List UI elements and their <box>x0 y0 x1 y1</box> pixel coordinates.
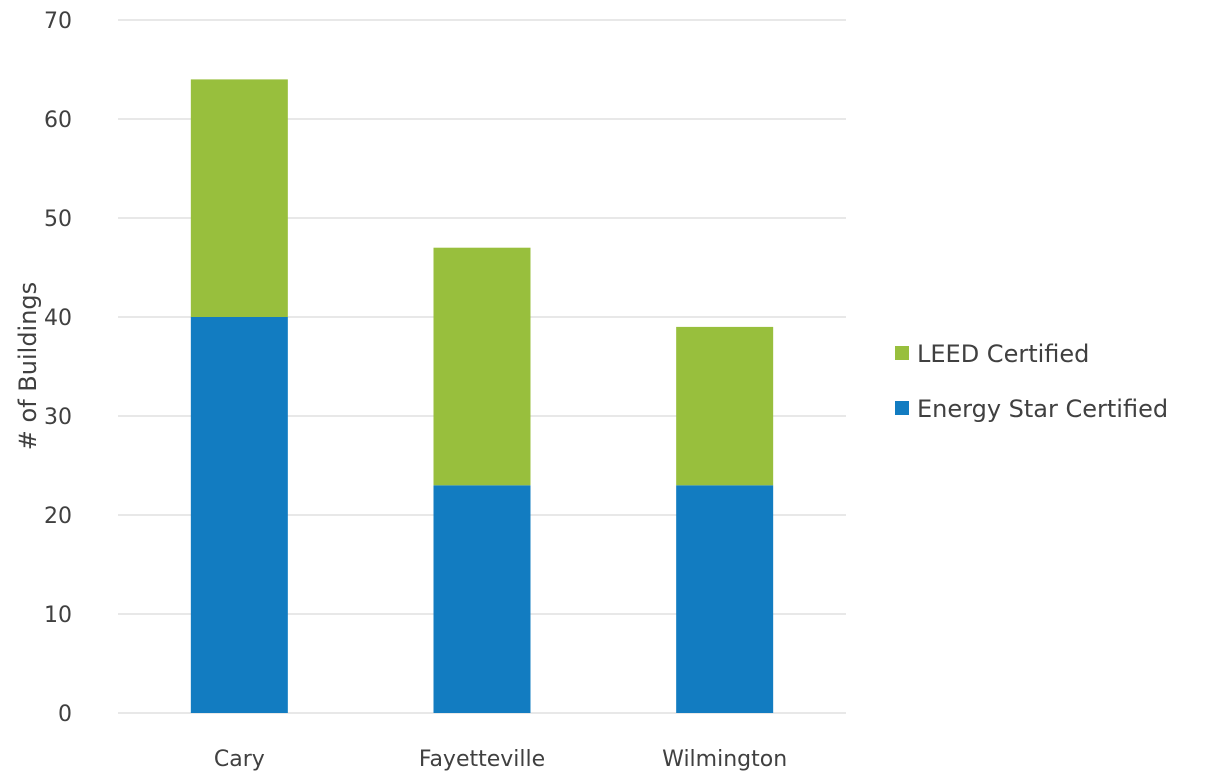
legend: LEED Certified Energy Star Certified <box>895 340 1168 423</box>
y-tick-label: 70 <box>44 9 72 34</box>
bar-energy-star-certified-fayetteville <box>433 485 531 713</box>
bar-energy-star-certified-cary <box>190 317 288 713</box>
x-tick-label: Cary <box>214 747 265 772</box>
legend-label: LEED Certified <box>917 340 1089 368</box>
y-axis-ticks: 0 10 20 30 40 50 60 70 <box>44 9 72 727</box>
x-tick-label: Wilmington <box>662 747 787 772</box>
legend-swatch-leed-certified <box>895 346 909 360</box>
y-tick-label: 20 <box>44 504 72 529</box>
y-tick-label: 10 <box>44 603 72 628</box>
y-tick-label: 0 <box>58 702 72 727</box>
bar-leed-certified-wilmington <box>676 326 774 486</box>
x-axis-ticks: Cary Fayetteville Wilmington <box>214 747 787 772</box>
y-tick-label: 40 <box>44 306 72 331</box>
bar-energy-star-certified-wilmington <box>676 485 774 713</box>
legend-label: Energy Star Certified <box>917 395 1168 423</box>
bars <box>190 79 774 713</box>
bar-leed-certified-fayetteville <box>433 247 531 486</box>
y-tick-label: 60 <box>44 108 72 133</box>
y-tick-label: 30 <box>44 405 72 430</box>
legend-swatch-energy-star-certified <box>895 401 909 415</box>
x-tick-label: Fayetteville <box>419 747 545 772</box>
bar-leed-certified-cary <box>190 79 288 318</box>
y-tick-label: 50 <box>44 207 72 232</box>
y-axis-title: # of Buildings <box>14 282 42 450</box>
